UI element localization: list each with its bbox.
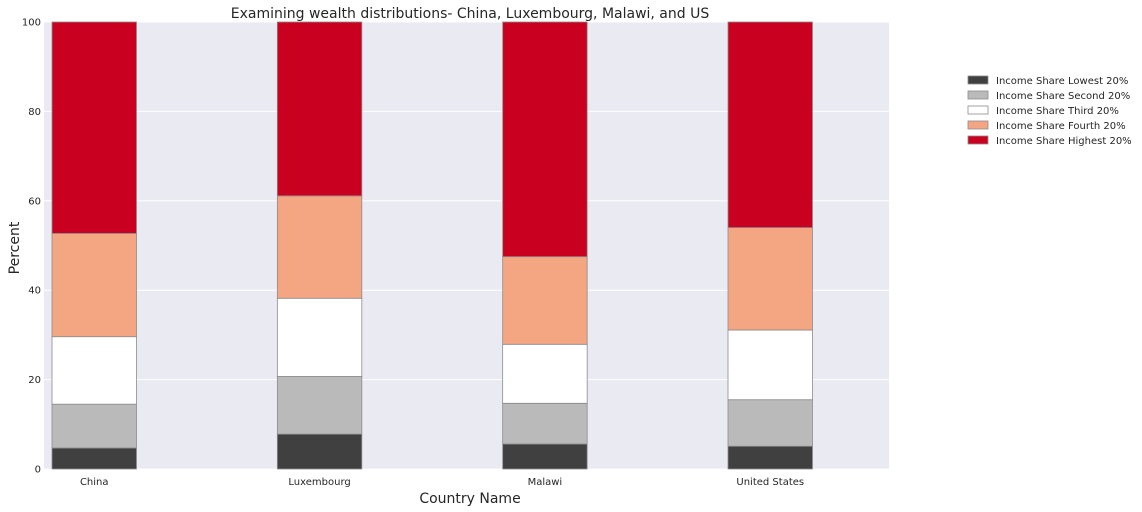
x-tick-label: Malawi: [528, 477, 563, 488]
x-tick-label: United States: [736, 477, 804, 488]
x-tick-label: China: [80, 477, 109, 488]
y-tick-label: 80: [28, 107, 41, 118]
y-tick-label: 0: [35, 465, 41, 476]
bar-segment: [502, 21, 588, 258]
bar-segment: [276, 433, 363, 470]
bar-segment: [51, 336, 137, 405]
y-tick-label: 40: [28, 286, 41, 297]
bar-segment: [51, 447, 137, 470]
bar-segment: [502, 256, 588, 345]
bar-stack: [727, 21, 813, 470]
chart-title: Examining wealth distributions- China, L…: [231, 6, 710, 22]
legend-item: Income Share Fourth 20%: [967, 120, 1126, 132]
x-axis-ticks: China Luxembourg Malawi United States: [80, 477, 804, 488]
legend-label: Income Share Highest 20%: [996, 136, 1132, 147]
legend-swatch: [967, 135, 989, 145]
bar-segment: [502, 402, 588, 445]
bar-segment: [727, 329, 813, 401]
bar-segment: [276, 21, 363, 197]
bar-stack: [502, 21, 588, 470]
y-axis-ticks: 0 20 40 60 80 100: [22, 18, 41, 476]
legend: Income Share Lowest 20% Income Share Seco…: [967, 75, 1132, 147]
bar-segment: [727, 21, 813, 229]
legend-item: Income Share Highest 20%: [967, 135, 1132, 147]
legend-label: Income Share Third 20%: [996, 106, 1119, 117]
legend-swatch: [967, 105, 989, 115]
legend-label: Income Share Second 20%: [996, 91, 1130, 102]
bar-stack: [51, 21, 137, 470]
legend-item: Income Share Second 20%: [967, 90, 1130, 102]
bar-segment: [502, 443, 588, 470]
legend-swatch: [967, 90, 989, 100]
bar-stack: [276, 21, 363, 470]
bar-segment: [51, 233, 137, 338]
legend-swatch: [967, 120, 989, 130]
y-tick-label: 20: [28, 375, 41, 386]
legend-label: Income Share Lowest 20%: [996, 76, 1128, 87]
bar-segment: [276, 376, 363, 435]
y-tick-label: 100: [22, 18, 41, 29]
bars: [51, 21, 813, 470]
bar-segment: [51, 21, 137, 234]
legend-item: Income Share Lowest 20%: [967, 75, 1128, 87]
bar-segment: [727, 445, 813, 470]
legend-swatch: [967, 75, 989, 85]
bar-segment: [727, 399, 813, 447]
y-tick-label: 60: [28, 196, 41, 207]
legend-item: Income Share Third 20%: [967, 105, 1119, 117]
bar-segment: [276, 297, 363, 377]
y-axis-label: Percent: [7, 221, 23, 274]
bar-segment: [727, 227, 813, 331]
bar-segment: [51, 403, 137, 449]
bar-segment: [276, 195, 363, 299]
x-tick-label: Luxembourg: [288, 477, 350, 488]
x-axis-label: Country Name: [419, 491, 520, 507]
legend-label: Income Share Fourth 20%: [996, 121, 1126, 132]
bar-segment: [502, 343, 588, 404]
